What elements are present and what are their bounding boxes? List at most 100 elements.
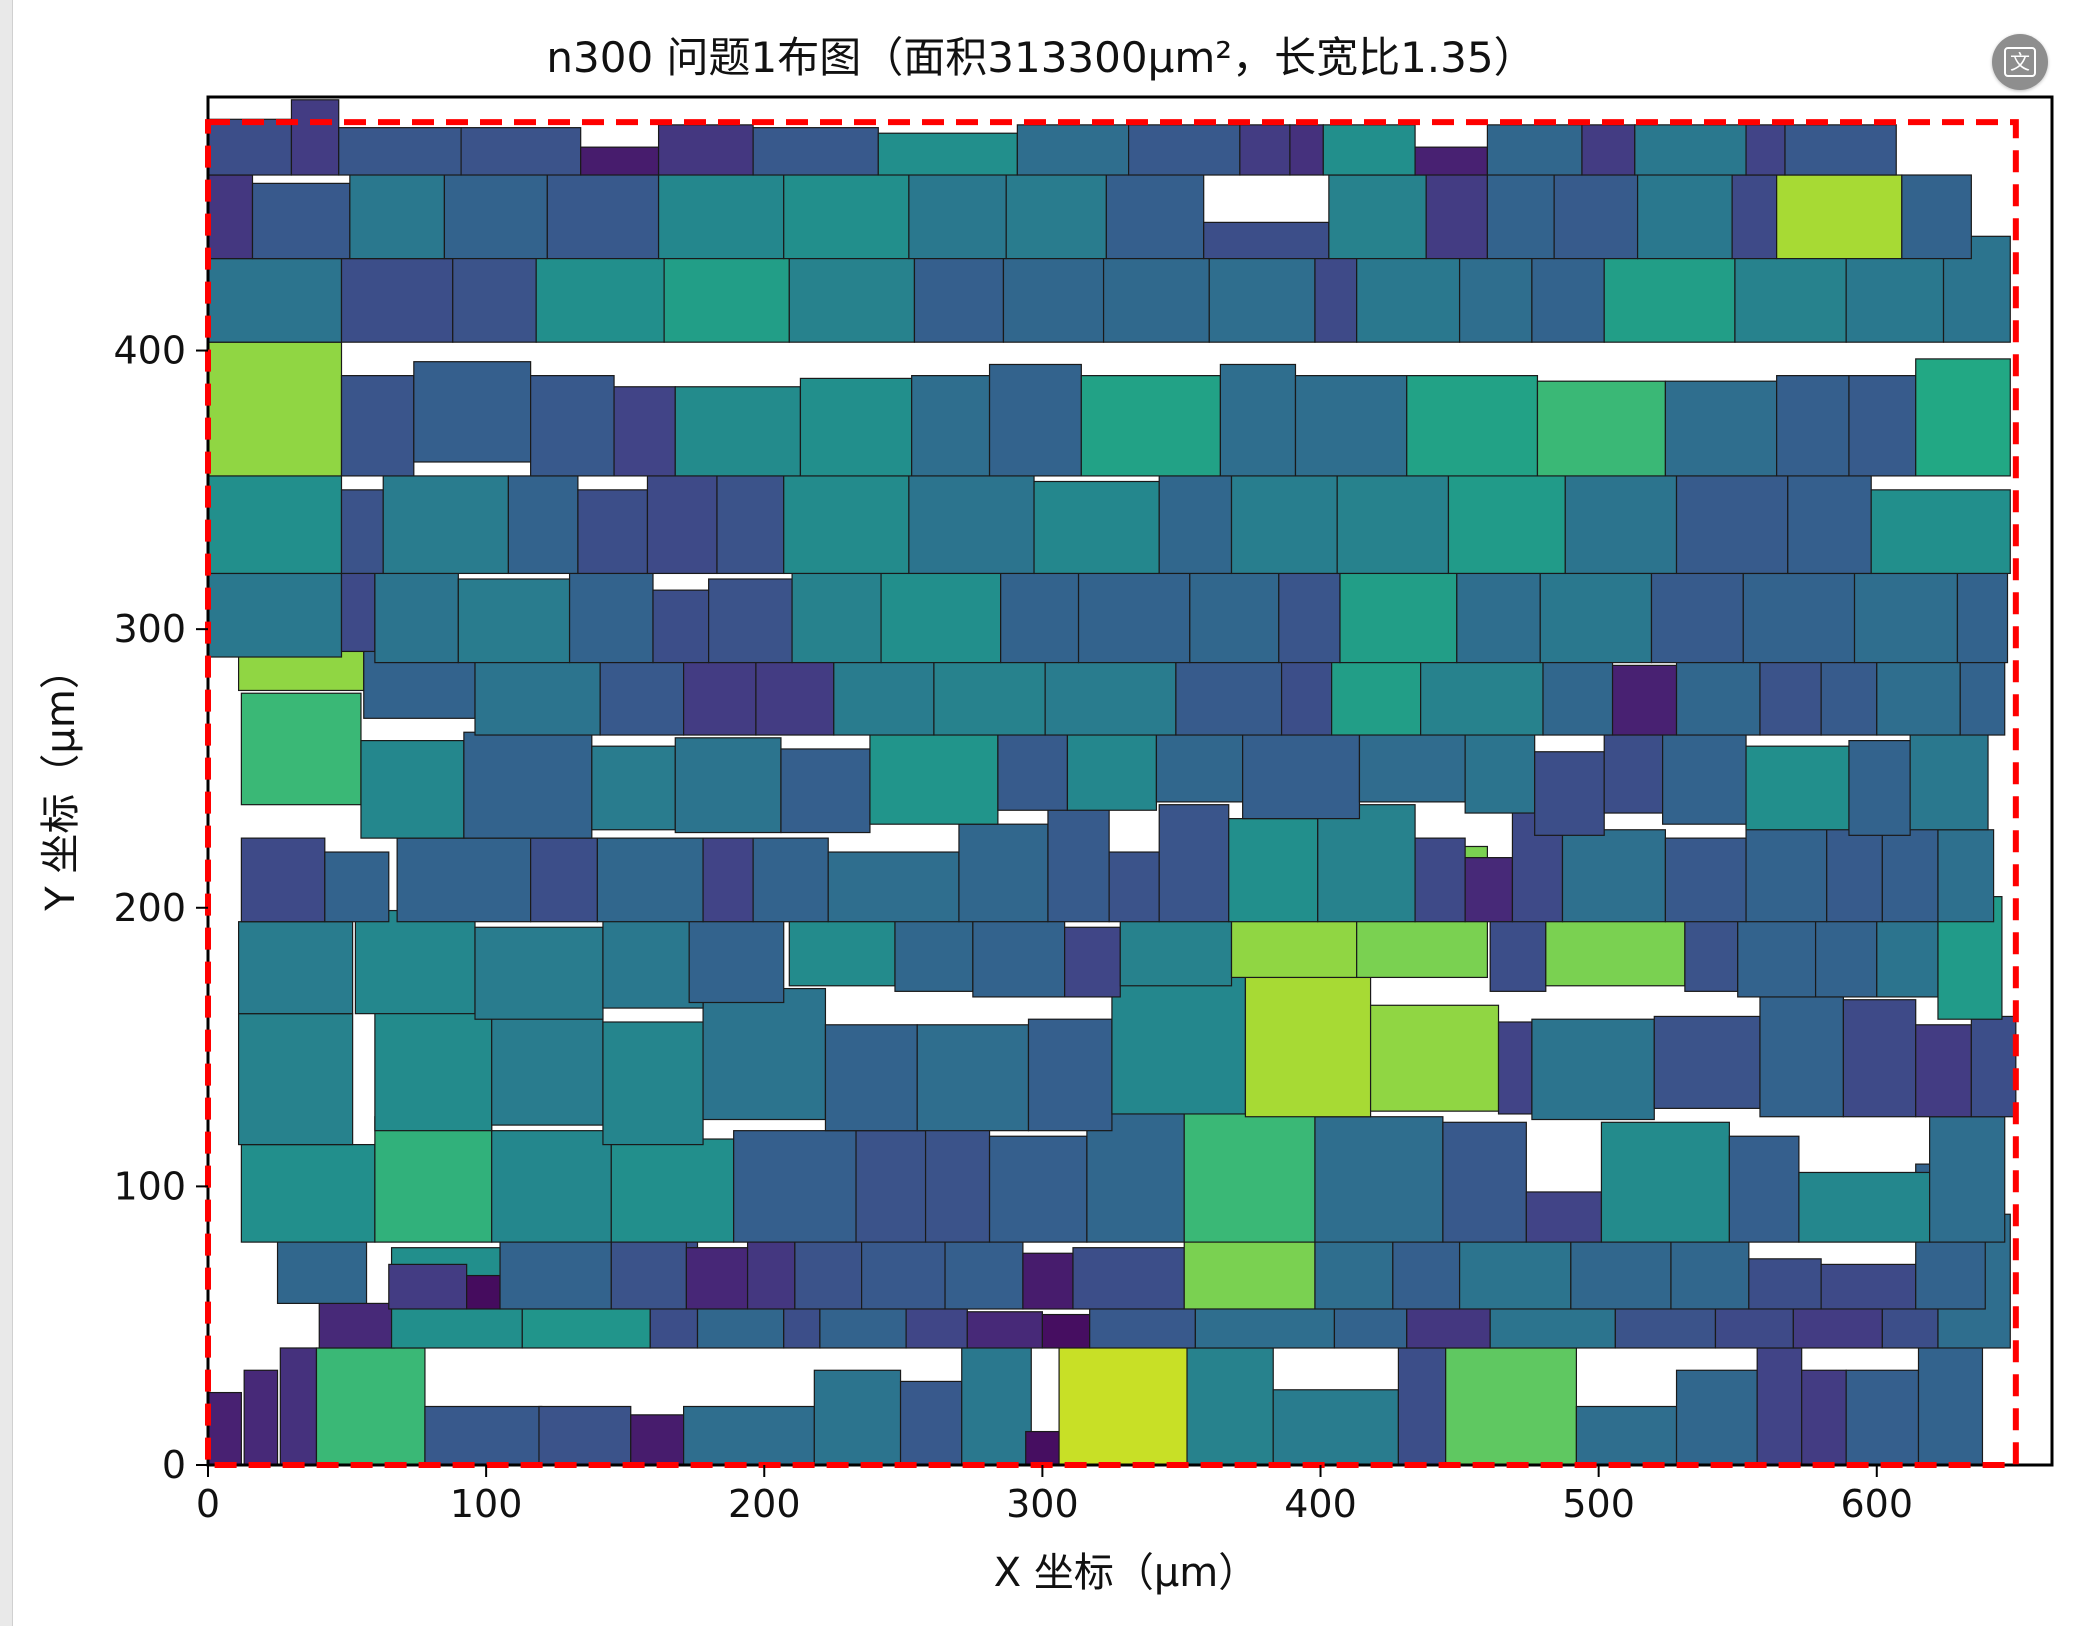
- layout-block: [1675, 472, 1789, 575]
- layout-block: [708, 578, 793, 664]
- plot-frame: [206, 95, 2054, 1467]
- layout-block: [1336, 469, 1450, 575]
- layout-block: [1909, 728, 1989, 831]
- x-tick-label: 200: [728, 1482, 801, 1526]
- layout-block: [869, 717, 999, 825]
- layout-block: [1080, 375, 1221, 477]
- layout-block: [1072, 1247, 1185, 1310]
- y-tick-label: 0: [162, 1443, 186, 1487]
- layout-block: [1228, 818, 1319, 923]
- layout-block: [315, 1347, 426, 1466]
- layout-block: [1186, 1347, 1274, 1466]
- layout-block: [1915, 1024, 1972, 1118]
- layout-block: [1634, 124, 1747, 176]
- layout-block: [279, 1347, 318, 1466]
- layout-block: [580, 146, 660, 176]
- layout-block: [546, 166, 660, 260]
- layout-block: [1675, 1369, 1758, 1466]
- layout-block: [1033, 480, 1160, 575]
- layout-block: [1842, 999, 1917, 1118]
- layout-block: [1731, 174, 1778, 260]
- y-axis-label: Y 坐标（μm）: [38, 649, 84, 912]
- layout-block: [1183, 1110, 1316, 1243]
- layout-block: [1047, 804, 1110, 923]
- layout-block: [602, 1021, 704, 1146]
- layout-block: [1041, 1313, 1091, 1349]
- layout-block: [499, 1238, 612, 1310]
- layout-block: [966, 1311, 1043, 1349]
- layout-block: [1105, 166, 1205, 260]
- y-tick-label: 300: [113, 607, 186, 651]
- layout-block: [240, 837, 326, 923]
- layout-block: [733, 1130, 857, 1243]
- layout-block: [1027, 1018, 1113, 1132]
- layout-block: [1600, 1121, 1730, 1243]
- layout-block: [318, 1302, 395, 1349]
- layout-block: [1901, 174, 1972, 260]
- boundary-rectangle: [205, 119, 2019, 1469]
- layout-block: [827, 851, 960, 923]
- layout-block: [1581, 124, 1636, 176]
- layout-block: [657, 124, 754, 176]
- translate-button[interactable]: 文: [1992, 34, 2048, 90]
- layout-block: [1534, 751, 1605, 836]
- layout-block: [424, 1405, 543, 1466]
- layout-block: [1776, 375, 1850, 477]
- layout-block: [646, 469, 718, 575]
- layout-block: [1820, 1263, 1917, 1310]
- layout-block: [752, 837, 829, 923]
- layout-block: [1397, 1347, 1447, 1466]
- layout-block: [1102, 249, 1210, 343]
- y-tick-label: 100: [113, 1164, 186, 1208]
- layout-block: [413, 361, 532, 463]
- layout-block: [237, 921, 354, 1015]
- layout-block: [783, 160, 910, 260]
- layout-block: [944, 1235, 1024, 1310]
- layout-block: [1561, 829, 1666, 923]
- layout-block: [916, 1024, 1030, 1132]
- layout-block: [683, 1405, 815, 1466]
- x-axis-label: X 坐标（μm）: [994, 1550, 1259, 1596]
- layout-block: [591, 745, 676, 831]
- layout-block: [1759, 996, 1845, 1118]
- layout-block: [1442, 1121, 1527, 1243]
- layout-block: [452, 249, 537, 343]
- layout-block: [674, 737, 782, 834]
- layout-block: [1748, 1258, 1822, 1310]
- layout-block: [1203, 221, 1330, 260]
- layout-block: [1784, 124, 1897, 176]
- layout-block: [1801, 1369, 1847, 1466]
- layout-block: [1553, 168, 1639, 260]
- layout-block: [1077, 556, 1191, 664]
- layout-block: [1314, 1116, 1444, 1243]
- layout-block: [1158, 469, 1233, 575]
- layout-block: [1664, 837, 1747, 923]
- layout-block: [1486, 124, 1583, 176]
- layout-block: [530, 837, 598, 923]
- layout-block: [1650, 564, 1744, 664]
- chart-title: n300 问题1布图（面积313300μm²，长宽比1.35）: [546, 33, 1535, 82]
- layout-block: [1915, 358, 2011, 477]
- layout-block: [1425, 168, 1488, 260]
- layout-block: [1239, 124, 1291, 176]
- layout-block: [1064, 926, 1121, 998]
- layout-block: [1464, 857, 1514, 923]
- layout-block: [1317, 804, 1416, 923]
- rectangles-layer: [207, 99, 2017, 1466]
- layout-block: [1022, 1252, 1074, 1310]
- layout-block: [538, 1405, 632, 1466]
- layout-block: [877, 132, 1018, 176]
- layout-block: [988, 363, 1082, 477]
- layout-block: [1414, 837, 1466, 923]
- layout-block: [1845, 1369, 1920, 1466]
- layout-block: [340, 257, 454, 343]
- layout-block: [1787, 472, 1872, 575]
- layout-block: [374, 1116, 493, 1243]
- layout-block: [251, 182, 351, 260]
- layout-block: [1445, 1347, 1577, 1466]
- layout-block: [1531, 1018, 1655, 1121]
- layout-block: [466, 1274, 501, 1310]
- layout-block: [824, 1024, 918, 1132]
- layout-block: [207, 118, 293, 176]
